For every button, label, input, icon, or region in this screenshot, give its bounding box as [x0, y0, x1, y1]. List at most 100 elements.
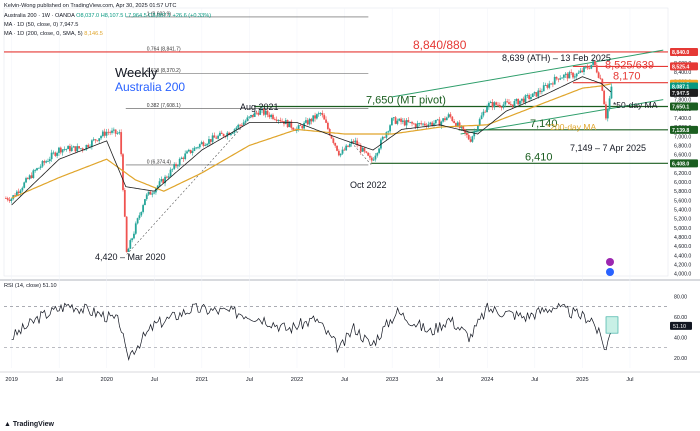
candle-body: [167, 176, 170, 178]
time-tick-label: 2020: [101, 377, 113, 383]
candle-body: [491, 101, 494, 108]
candle-body: [219, 132, 221, 136]
candle-body: [370, 157, 373, 161]
candle-body: [59, 147, 62, 153]
candle-body: [230, 133, 232, 136]
ma50-legend[interactable]: MA · 1D (50, close, 0) 7,947.5: [4, 22, 78, 28]
candle-body: [592, 61, 595, 65]
candle-body: [359, 145, 362, 152]
candle-body: [116, 133, 119, 134]
candle-body: [65, 149, 68, 150]
candle-body: [573, 76, 576, 78]
candle-body: [127, 248, 130, 252]
candle-body: [537, 90, 540, 97]
candle-body: [378, 148, 381, 153]
fib-anchor-line: [353, 145, 372, 165]
candle-body: [436, 119, 439, 121]
tradingview-logo[interactable]: ▲ TradingView: [4, 421, 54, 428]
rsi-legend[interactable]: RSI (14, close) 51.10: [4, 283, 57, 289]
candle-body: [134, 223, 137, 234]
candle-body: [8, 199, 11, 202]
candle-body: [72, 146, 75, 148]
price-tick-label: 7,800.0: [674, 98, 691, 104]
candle-body: [564, 73, 567, 75]
candle-body: [541, 91, 543, 93]
candle-body: [392, 117, 395, 119]
ma200-legend[interactable]: MA · 1D (200, close, 0, SMA, 5) 8,146.5: [4, 31, 103, 37]
candle-body: [257, 112, 260, 115]
time-tick-label: 2021: [196, 377, 208, 383]
candle-body: [58, 147, 60, 153]
candle-body: [153, 192, 155, 194]
candle-body: [562, 74, 565, 78]
level-label: 7,650 (MT pivot): [366, 94, 446, 106]
candle-body: [376, 152, 379, 156]
time-tick-label: Jul: [531, 377, 538, 383]
candle-body: [497, 104, 499, 106]
candle-body: [531, 93, 534, 98]
candle-body: [120, 132, 123, 155]
candle-body: [112, 129, 115, 131]
candle-body: [557, 78, 560, 80]
candle-body: [469, 139, 472, 142]
candle-body: [317, 113, 320, 115]
candle-body: [198, 144, 201, 148]
candle-body: [498, 104, 501, 107]
candle-body: [453, 121, 456, 124]
candle-body: [259, 110, 262, 115]
candle-body: [244, 120, 247, 123]
candle-body: [553, 76, 556, 85]
candle-body: [248, 116, 251, 118]
time-tick-label: Jul: [341, 377, 348, 383]
candle-body: [204, 145, 207, 146]
candle-body: [175, 164, 177, 167]
candle-body: [19, 190, 22, 194]
candle-body: [149, 191, 152, 195]
candle-body: [32, 170, 35, 179]
candle-body: [264, 110, 267, 115]
symbol-ohlc-line: Australia 200 · 1W · OANDA O8,037.0 H8,1…: [4, 13, 211, 19]
candle-body: [314, 115, 316, 119]
candle-body: [440, 121, 443, 126]
candle-body: [444, 118, 446, 121]
candle-body: [546, 85, 549, 88]
candle-body: [401, 120, 404, 122]
candle-body: [603, 90, 606, 105]
candle-body: [208, 139, 210, 144]
candle-body: [273, 118, 276, 120]
candle-body: [268, 114, 271, 118]
candle-body: [471, 136, 474, 142]
candle-body: [467, 134, 470, 140]
candle-body: [352, 141, 355, 143]
price-pane-frame: [3, 7, 669, 277]
candle-body: [372, 159, 375, 161]
price-tick-label: 6,000.0: [674, 180, 691, 186]
candle-body: [387, 131, 390, 133]
level-label: 7,140: [530, 118, 558, 130]
candle-body: [81, 148, 84, 151]
price-tag-box: [670, 47, 698, 56]
channel-lower-line: [460, 99, 664, 135]
candle-body: [347, 145, 349, 147]
candle-body: [550, 83, 552, 85]
ma200-value: 8,146.5: [84, 31, 103, 37]
candle-body: [568, 72, 571, 79]
annotations: 8,639 (ATH) – 13 Feb 2025 Aug 2021 Oct 202…: [95, 53, 658, 262]
rsi-tick-label: 80.00: [674, 294, 687, 300]
candle-body: [566, 73, 569, 79]
ma50-line: [11, 76, 612, 206]
candle-body: [403, 120, 406, 126]
candle-body: [445, 117, 448, 121]
candle-body: [14, 195, 16, 196]
candle-body: [354, 140, 357, 143]
candle-body: [310, 118, 313, 122]
fib-label: 1 (9,603.9): [147, 11, 172, 17]
price-tick-label: 8,400.0: [674, 70, 691, 76]
candle-body: [251, 115, 254, 117]
candle-body: [312, 115, 315, 122]
candle-body: [528, 95, 531, 99]
candle-body: [63, 149, 66, 150]
rsi-value-tag-label: 51.10: [673, 324, 686, 330]
candle-body: [451, 116, 454, 122]
